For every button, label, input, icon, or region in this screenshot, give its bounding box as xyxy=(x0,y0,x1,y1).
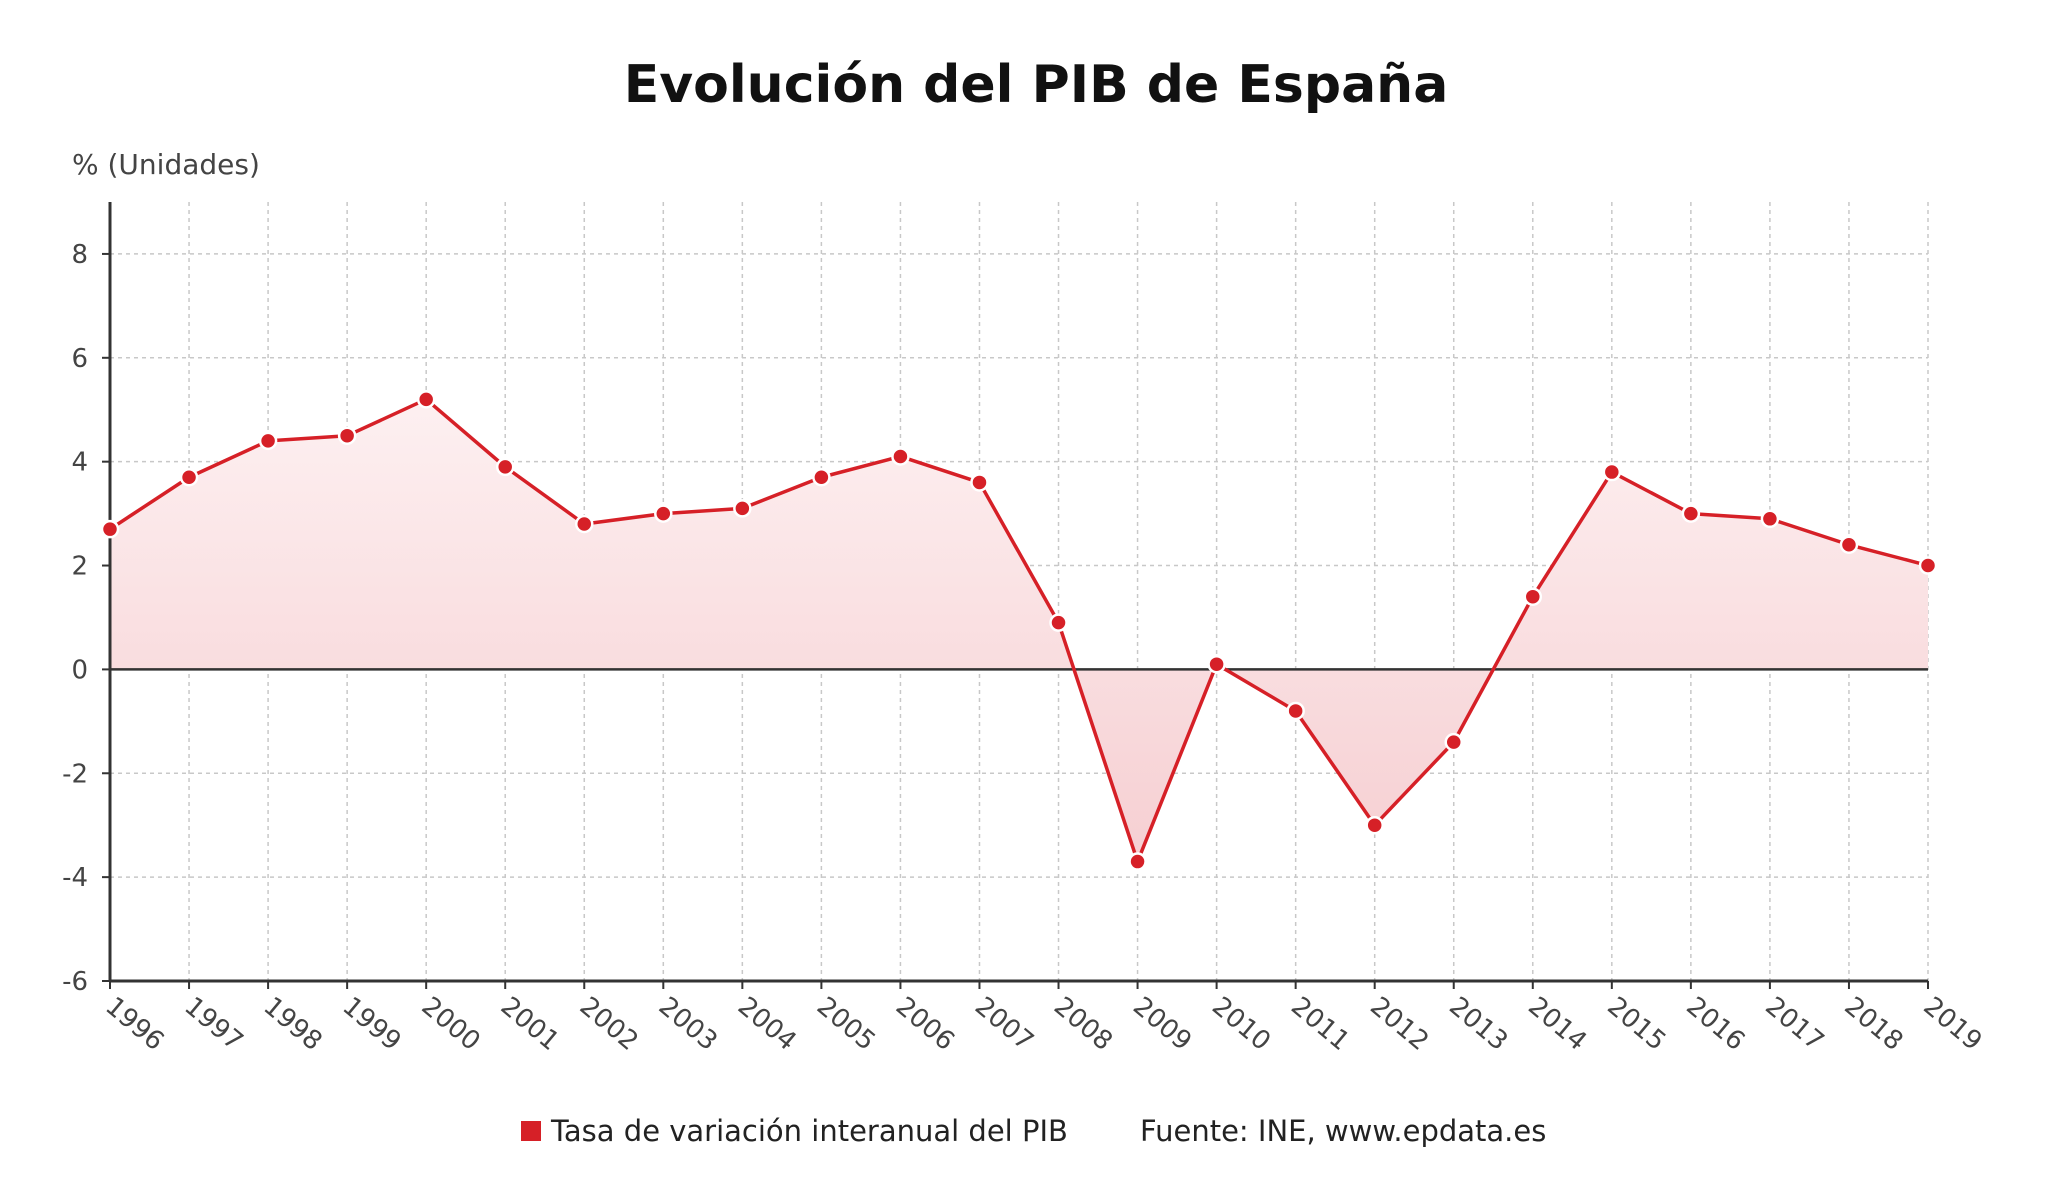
data-point-2016 xyxy=(1681,504,1701,523)
series-line-layer xyxy=(109,397,1929,864)
data-point-2017 xyxy=(1760,509,1780,529)
x-tick-label-2019: 2019 xyxy=(1918,991,1988,1057)
data-point-2007 xyxy=(970,473,989,492)
data-point-2012 xyxy=(1365,815,1384,835)
data-point-2001 xyxy=(495,457,515,477)
x-tick-label-2013: 2013 xyxy=(1443,991,1513,1057)
x-tick-label-2006: 2006 xyxy=(890,991,960,1057)
data-point-1996 xyxy=(100,519,120,539)
y-tick-label-2: 2 xyxy=(71,552,88,582)
x-tick-label-2005: 2005 xyxy=(811,991,881,1057)
data-point-2011 xyxy=(1286,701,1305,721)
chart-title: Evolución del PIB de España xyxy=(624,55,1449,115)
legend: Tasa de variación interanual del PIB Fue… xyxy=(521,1114,1546,1148)
x-tick-label-2004: 2004 xyxy=(732,991,802,1057)
data-point-2018 xyxy=(1839,535,1859,555)
data-point-1997 xyxy=(179,467,199,487)
data-point-2009 xyxy=(1128,852,1147,871)
data-point-2004 xyxy=(733,499,752,518)
x-tick-label-2011: 2011 xyxy=(1285,991,1355,1057)
x-tick-labels: 1996 1997 1998 1999 2000 2001 2002 2003 2004 2005… xyxy=(100,991,1988,1057)
x-tick-label-2016: 2016 xyxy=(1680,991,1750,1057)
x-tick-label-2003: 2003 xyxy=(653,991,723,1057)
x-tick-label-1999: 1999 xyxy=(337,991,407,1057)
data-point-2002 xyxy=(575,514,594,534)
data-point-2005 xyxy=(812,467,831,487)
data-point-2003 xyxy=(654,504,673,523)
y-tick-label--6: -6 xyxy=(62,967,88,997)
x-tick-label-1996: 1996 xyxy=(100,991,170,1057)
data-points xyxy=(100,390,1938,871)
y-tick-label-6: 6 xyxy=(71,344,88,374)
data-point-2006 xyxy=(891,447,910,466)
axes xyxy=(102,202,1929,989)
y-tick-label-4: 4 xyxy=(71,448,88,478)
x-tick-label-2007: 2007 xyxy=(969,991,1039,1057)
y-axis-unit-label: % (Unidades) xyxy=(72,148,260,181)
area-fill xyxy=(110,399,1928,862)
data-point-2019 xyxy=(1918,556,1938,575)
x-tick-label-2018: 2018 xyxy=(1838,991,1908,1057)
y-tick-label--2: -2 xyxy=(62,759,88,789)
x-tick-label-2008: 2008 xyxy=(1048,991,1118,1057)
series-area xyxy=(110,399,1928,862)
x-tick-label-1998: 1998 xyxy=(258,991,328,1057)
data-point-2013 xyxy=(1444,732,1463,752)
y-tick-label--4: -4 xyxy=(62,863,88,893)
x-tick-label-2001: 2001 xyxy=(495,991,565,1057)
data-point-2015 xyxy=(1602,462,1622,482)
data-point-1999 xyxy=(337,426,357,445)
y-tick-label-0: 0 xyxy=(71,655,88,685)
series-line xyxy=(109,397,1929,864)
x-tick-label-2002: 2002 xyxy=(574,991,644,1057)
source-label: Fuente: INE, www.epdata.es xyxy=(1140,1114,1546,1148)
x-tick-label-2015: 2015 xyxy=(1601,991,1671,1057)
y-tick-labels: 8 6 4 2 0 -2 -4 -6 xyxy=(62,240,88,997)
x-tick-label-1997: 1997 xyxy=(179,991,249,1057)
data-point-2014 xyxy=(1523,587,1543,606)
data-point-2000 xyxy=(416,390,436,409)
x-tick-label-2010: 2010 xyxy=(1206,991,1276,1057)
x-tick-label-2009: 2009 xyxy=(1127,991,1197,1057)
data-point-2008 xyxy=(1049,613,1068,632)
y-tick-label-8: 8 xyxy=(71,240,88,270)
data-point-2010 xyxy=(1207,654,1226,674)
legend-label: Tasa de variación interanual del PIB xyxy=(550,1114,1068,1148)
data-point-1998 xyxy=(258,431,278,451)
x-tick-label-2017: 2017 xyxy=(1759,991,1829,1057)
legend-swatch xyxy=(521,1121,541,1141)
x-tick-label-2012: 2012 xyxy=(1364,991,1434,1057)
x-tick-label-2000: 2000 xyxy=(416,991,486,1057)
x-tick-label-2014: 2014 xyxy=(1522,991,1592,1057)
